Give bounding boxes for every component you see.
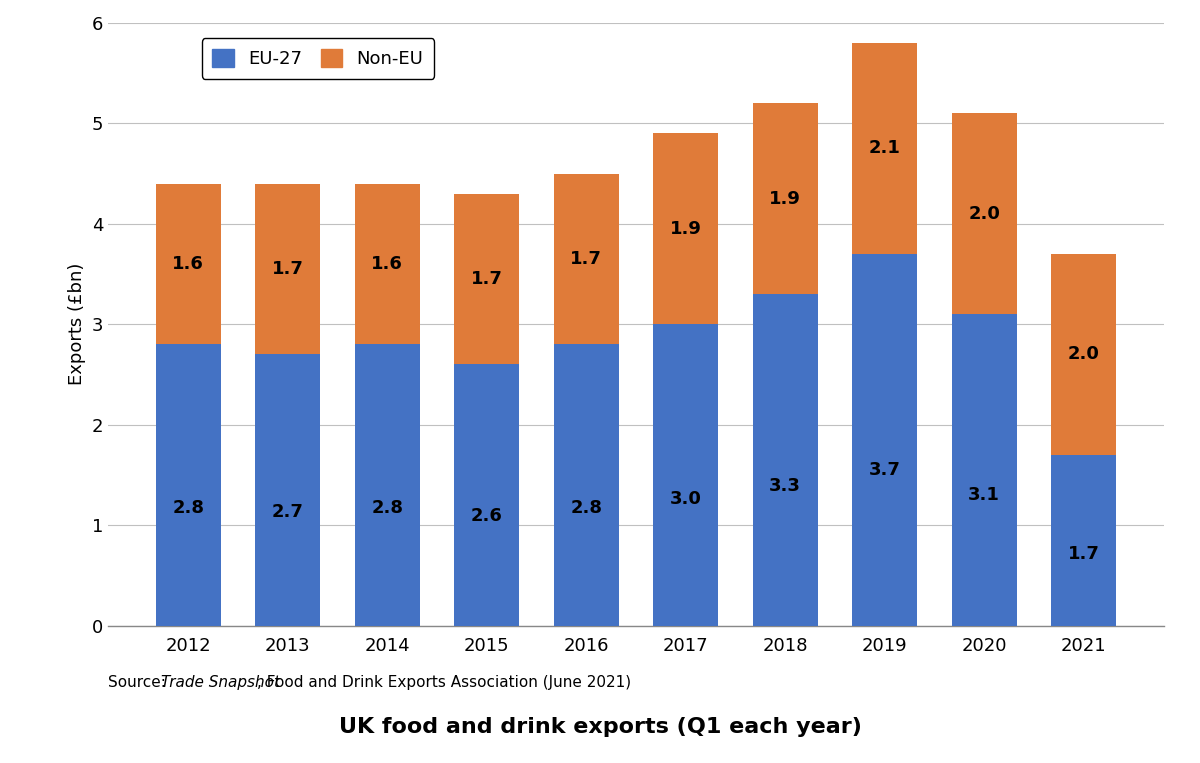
Bar <box>1051 455 1116 626</box>
Bar <box>156 184 221 344</box>
Bar <box>952 314 1016 626</box>
Bar <box>852 43 917 254</box>
Bar <box>256 354 320 626</box>
Text: 3.1: 3.1 <box>968 486 1000 504</box>
Bar <box>1051 254 1116 455</box>
Text: 2.6: 2.6 <box>470 507 503 525</box>
Text: 1.7: 1.7 <box>570 250 602 268</box>
Text: UK food and drink exports (Q1 each year): UK food and drink exports (Q1 each year) <box>338 717 862 737</box>
Bar <box>156 344 221 626</box>
Text: 1.9: 1.9 <box>769 190 802 208</box>
Bar <box>654 324 718 626</box>
Bar <box>952 114 1016 314</box>
Bar <box>752 103 817 295</box>
Text: 2.0: 2.0 <box>1068 346 1099 363</box>
Text: 2.7: 2.7 <box>272 503 304 520</box>
Bar <box>852 254 917 626</box>
Text: Source:: Source: <box>108 675 170 691</box>
Text: 1.7: 1.7 <box>272 260 304 278</box>
Bar <box>554 173 618 344</box>
Bar <box>752 295 817 626</box>
Text: 1.6: 1.6 <box>371 255 403 273</box>
Text: 1.7: 1.7 <box>470 270 503 288</box>
Text: 3.7: 3.7 <box>869 461 901 478</box>
Bar <box>355 344 420 626</box>
Text: 1.7: 1.7 <box>1068 545 1099 563</box>
Text: 2.8: 2.8 <box>570 498 602 517</box>
Y-axis label: Exports (£bn): Exports (£bn) <box>68 263 86 385</box>
Bar <box>256 184 320 354</box>
Text: , Food and Drink Exports Association (June 2021): , Food and Drink Exports Association (Ju… <box>257 675 631 691</box>
Text: 3.0: 3.0 <box>670 490 702 508</box>
Text: 2.0: 2.0 <box>968 204 1000 223</box>
Text: 2.8: 2.8 <box>173 498 204 517</box>
Bar <box>355 184 420 344</box>
Text: 2.1: 2.1 <box>869 140 901 157</box>
Text: 1.9: 1.9 <box>670 220 702 238</box>
Text: 2.8: 2.8 <box>371 498 403 517</box>
Bar <box>654 134 718 324</box>
Bar <box>455 194 520 365</box>
Bar <box>554 344 618 626</box>
Bar <box>455 365 520 626</box>
Text: 1.6: 1.6 <box>173 255 204 273</box>
Legend: EU-27, Non-EU: EU-27, Non-EU <box>202 38 434 79</box>
Text: 3.3: 3.3 <box>769 478 802 495</box>
Text: Trade Snapshot: Trade Snapshot <box>161 675 280 691</box>
